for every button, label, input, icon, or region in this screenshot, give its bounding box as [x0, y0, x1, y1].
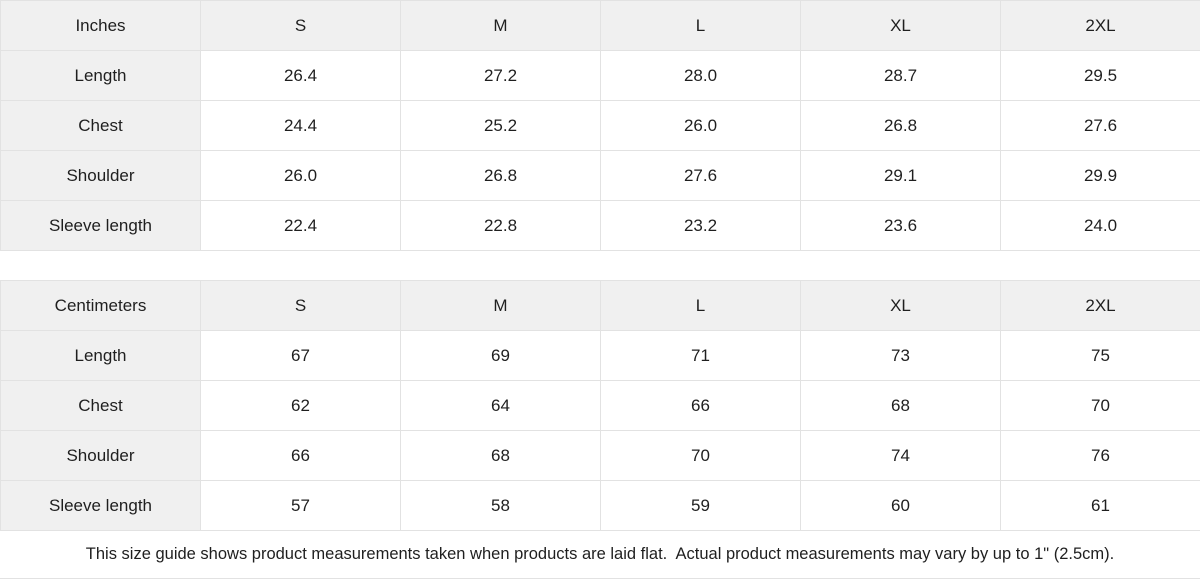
table-cell: 26.0 [200, 150, 401, 201]
table-cell: 28.0 [600, 50, 801, 101]
table-cell: 29.5 [1000, 50, 1200, 101]
table-cell: 27.6 [600, 150, 801, 201]
table-row-shoulder: Shoulder 66 68 70 74 76 [0, 430, 1200, 481]
table-row-sleeve-length: Sleeve length 57 58 59 60 61 [0, 480, 1200, 531]
unit-header-centimeters: Centimeters [0, 280, 201, 331]
table-cell: 28.7 [800, 50, 1001, 101]
row-label-sleeve-length: Sleeve length [0, 480, 201, 531]
column-header-s: S [200, 0, 401, 51]
table-cell: 71 [600, 330, 801, 381]
column-header-l: L [600, 280, 801, 331]
table-cell: 26.4 [200, 50, 401, 101]
centimeters-header-row: Centimeters S M L XL 2XL [0, 280, 1200, 331]
table-cell: 60 [800, 480, 1001, 531]
table-cell: 64 [400, 380, 601, 431]
column-header-s: S [200, 280, 401, 331]
table-cell: 26.8 [400, 150, 601, 201]
table-cell: 25.2 [400, 100, 601, 151]
table-cell: 26.8 [800, 100, 1001, 151]
column-header-2xl: 2XL [1000, 0, 1200, 51]
table-cell: 75 [1000, 330, 1200, 381]
table-cell: 62 [200, 380, 401, 431]
footer-note: This size guide shows product measuremen… [0, 531, 1200, 579]
column-header-2xl: 2XL [1000, 280, 1200, 331]
row-label-shoulder: Shoulder [0, 430, 201, 481]
table-row-chest: Chest 24.4 25.2 26.0 26.8 27.6 [0, 100, 1200, 151]
column-header-xl: XL [800, 280, 1001, 331]
inches-header-row: Inches S M L XL 2XL [0, 0, 1200, 51]
row-label-sleeve-length: Sleeve length [0, 200, 201, 251]
table-row-shoulder: Shoulder 26.0 26.8 27.6 29.1 29.9 [0, 150, 1200, 201]
row-label-chest: Chest [0, 380, 201, 431]
row-label-length: Length [0, 330, 201, 381]
table-row-chest: Chest 62 64 66 68 70 [0, 380, 1200, 431]
table-cell: 26.0 [600, 100, 801, 151]
table-cell: 22.8 [400, 200, 601, 251]
table-cell: 24.4 [200, 100, 401, 151]
table-row-sleeve-length: Sleeve length 22.4 22.8 23.2 23.6 24.0 [0, 200, 1200, 251]
table-cell: 66 [600, 380, 801, 431]
table-cell: 27.6 [1000, 100, 1200, 151]
table-cell: 66 [200, 430, 401, 481]
table-cell: 76 [1000, 430, 1200, 481]
row-label-length: Length [0, 50, 201, 101]
table-cell: 70 [1000, 380, 1200, 431]
unit-header-inches: Inches [0, 0, 201, 51]
table-cell: 73 [800, 330, 1001, 381]
table-cell: 29.9 [1000, 150, 1200, 201]
table-cell: 67 [200, 330, 401, 381]
table-cell: 61 [1000, 480, 1200, 531]
table-cell: 23.6 [800, 200, 1001, 251]
footer-note-text: This size guide shows product measuremen… [85, 545, 1115, 563]
table-cell: 22.4 [200, 200, 401, 251]
table-cell: 24.0 [1000, 200, 1200, 251]
row-label-chest: Chest [0, 100, 201, 151]
column-header-xl: XL [800, 0, 1001, 51]
row-label-shoulder: Shoulder [0, 150, 201, 201]
column-header-m: M [400, 0, 601, 51]
table-cell: 68 [400, 430, 601, 481]
inches-table: Inches S M L XL 2XL Length 26.4 27.2 28.… [0, 0, 1200, 251]
centimeters-table: Centimeters S M L XL 2XL Length 67 69 71… [0, 280, 1200, 531]
table-cell: 58 [400, 480, 601, 531]
column-header-m: M [400, 280, 601, 331]
table-row-length: Length 26.4 27.2 28.0 28.7 29.5 [0, 50, 1200, 101]
table-gap [0, 251, 1200, 280]
table-cell: 59 [600, 480, 801, 531]
table-cell: 29.1 [800, 150, 1001, 201]
table-cell: 27.2 [400, 50, 601, 101]
table-cell: 57 [200, 480, 401, 531]
table-cell: 68 [800, 380, 1001, 431]
column-header-l: L [600, 0, 801, 51]
table-cell: 69 [400, 330, 601, 381]
table-row-length: Length 67 69 71 73 75 [0, 330, 1200, 381]
table-cell: 23.2 [600, 200, 801, 251]
table-cell: 70 [600, 430, 801, 481]
table-cell: 74 [800, 430, 1001, 481]
